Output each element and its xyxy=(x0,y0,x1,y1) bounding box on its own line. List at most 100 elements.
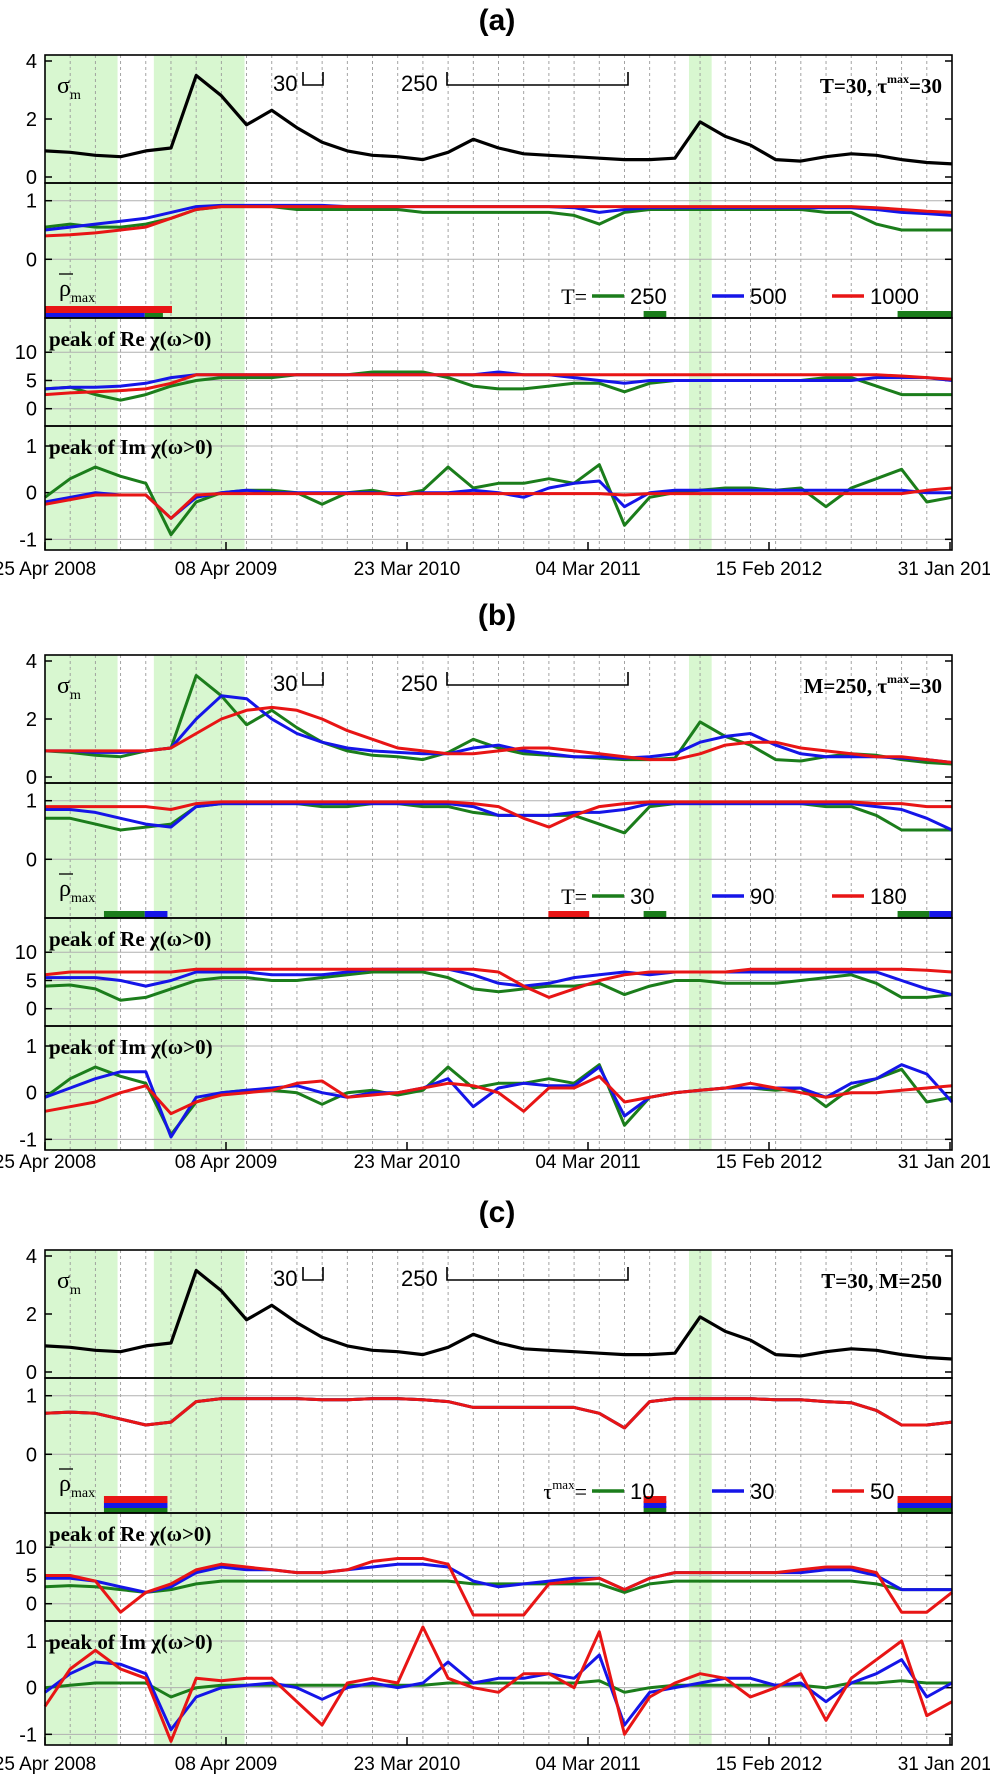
params-text: =30 xyxy=(909,74,942,98)
params-text: =30 xyxy=(909,674,942,698)
legend-prefix-text: = xyxy=(575,1479,587,1504)
y-label-subscript: max xyxy=(71,291,95,306)
params-superscript: max xyxy=(887,72,909,86)
x-tick-label: 31 Jan 2013 xyxy=(898,1754,990,1775)
y-tick-label: 10 xyxy=(15,942,37,964)
x-tick-label: 31 Jan 2013 xyxy=(898,1152,990,1173)
x-tick-label: 15 Feb 2012 xyxy=(716,559,823,580)
scale-bar xyxy=(446,672,629,686)
regime-marker xyxy=(897,1506,952,1513)
series-line-30 xyxy=(44,970,953,1002)
series-line-50 xyxy=(45,1557,953,1617)
series-line-90 xyxy=(45,694,953,764)
y-tick-label: 0 xyxy=(26,1678,37,1700)
regime-marker xyxy=(643,1496,667,1503)
x-tick-label: 23 Mar 2010 xyxy=(354,1152,461,1173)
y-tick-label: 0 xyxy=(26,1594,37,1616)
y-tick-label: 5 xyxy=(26,370,37,392)
series-line-1000 xyxy=(44,486,953,520)
y-tick-label: 5 xyxy=(26,1565,37,1587)
y-label-im: peak of Im χ(ω>0) xyxy=(49,1630,213,1654)
y-tick-label: 1 xyxy=(26,1036,37,1058)
series-line-250 xyxy=(44,463,953,537)
legend: T= 250 500 1000 xyxy=(561,284,919,309)
regime-marker xyxy=(103,1506,168,1513)
regime-marker xyxy=(103,1496,168,1503)
legend-label: 180 xyxy=(870,884,907,909)
y-label-text: peak of Im xyxy=(49,435,151,459)
regime-marker xyxy=(45,311,145,318)
y-tick-label: 2 xyxy=(26,709,37,731)
y-label-re: peak of Re χ(ω>0) xyxy=(49,327,211,351)
y-tick-label: 0 xyxy=(26,1444,37,1466)
subplot-frame xyxy=(44,1025,953,1151)
x-tick-label: 04 Mar 2011 xyxy=(535,559,640,580)
series-line-90 xyxy=(44,1063,954,1139)
legend-label: 50 xyxy=(870,1479,894,1504)
x-tick-label: 23 Mar 2010 xyxy=(354,559,461,580)
legend-prefix-text: τ xyxy=(543,1479,552,1504)
series-line-10 xyxy=(44,1679,952,1699)
series-line-90 xyxy=(45,802,953,832)
y-tick-label: 4 xyxy=(26,651,37,673)
legend-prefix: τmax= xyxy=(543,1477,587,1504)
y-tick-label: 1 xyxy=(26,191,37,213)
y-label-text: peak of Re xyxy=(49,927,150,951)
regime-marker xyxy=(897,1501,952,1508)
y-tick-label: 0 xyxy=(26,399,37,421)
y-tick-label: 4 xyxy=(26,51,37,73)
y-label-chi: χ(ω>0) xyxy=(149,1522,212,1546)
regime-marker xyxy=(643,911,667,918)
y-label-text: peak of Im xyxy=(49,1035,151,1059)
x-tick-label: 08 Apr 2009 xyxy=(175,1754,277,1775)
subplot-im: -1 0 1 peak of Im χ(ω>0) xyxy=(19,1620,953,1746)
series-line-1000 xyxy=(44,373,953,397)
x-tick-label: 08 Apr 2009 xyxy=(175,559,277,580)
regime-marker xyxy=(897,911,930,918)
subplot-im: -1 0 1 peak of Im χ(ω>0) xyxy=(19,1025,954,1151)
y-label-im: peak of Im χ(ω>0) xyxy=(49,1035,213,1059)
regime-marker xyxy=(643,311,667,318)
params-label: T=30, M=250 xyxy=(821,1269,942,1293)
regime-marker xyxy=(45,306,172,313)
panel-title: (a) xyxy=(479,4,516,37)
y-tick-label: 10 xyxy=(15,342,37,364)
y-tick-label: 4 xyxy=(26,1246,37,1268)
x-tick-label: 25 Apr 2008 xyxy=(0,1152,96,1173)
regime-marker xyxy=(144,311,163,318)
shaded-region xyxy=(45,655,118,1150)
legend-prefix: T= xyxy=(561,284,587,309)
legend: T= 30 90 180 xyxy=(561,884,907,909)
x-tick-label: 31 Jan 2013 xyxy=(898,559,990,580)
legend-prefix: T= xyxy=(561,884,587,909)
y-label-subscript: max xyxy=(71,891,95,906)
subplot-frame xyxy=(44,1620,953,1746)
params-text: M=250, τ xyxy=(804,674,888,698)
regime-marker xyxy=(643,1506,667,1513)
series-line-50 xyxy=(44,1397,953,1430)
x-tick-label: 25 Apr 2008 xyxy=(0,559,96,580)
y-label-subscript: m xyxy=(70,688,81,703)
params-text: T=30, τ xyxy=(820,74,887,98)
legend-label: 10 xyxy=(630,1479,654,1504)
y-label-chi: χ(ω>0) xyxy=(150,1035,213,1059)
y-tick-label: 0 xyxy=(26,167,37,189)
y-tick-label: 2 xyxy=(26,1304,37,1326)
y-tick-label: -1 xyxy=(19,529,37,551)
series-line-180 xyxy=(44,1074,953,1116)
y-tick-label: 0 xyxy=(26,1083,37,1105)
y-tick-label: 1 xyxy=(26,436,37,458)
regime-marker xyxy=(548,911,590,918)
regime-marker xyxy=(643,1501,667,1508)
regime-marker xyxy=(929,911,952,918)
regime-marker xyxy=(103,911,145,918)
subplot-im: -1 0 1 peak of Im χ(ω>0) xyxy=(19,425,953,551)
series-line-30 xyxy=(44,1653,953,1732)
